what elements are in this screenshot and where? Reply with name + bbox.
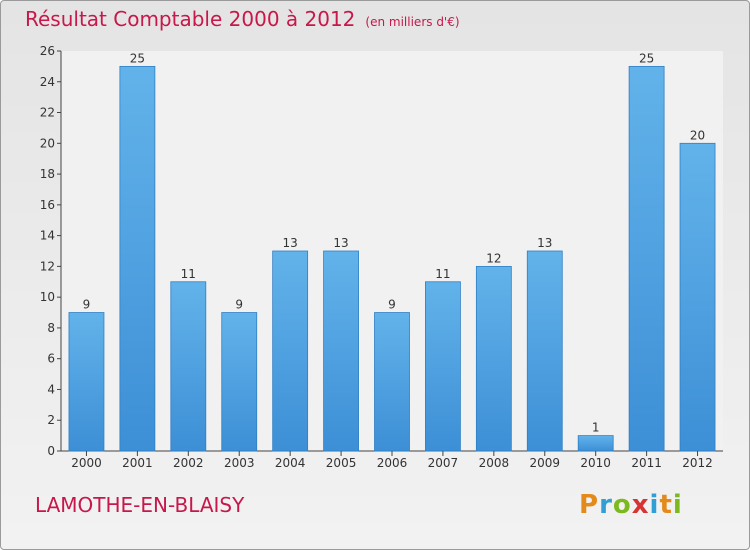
x-tick-label: 2001 [122,456,153,470]
x-tick-label: 2012 [682,456,713,470]
y-tick-label: 22 [40,106,55,120]
bar [323,250,359,452]
x-tick-label: 2004 [275,456,306,470]
y-tick-label: 16 [40,198,55,212]
logo-letter: r [599,490,613,520]
y-tick-label: 26 [40,44,55,58]
logo-letter: t [659,490,673,520]
bar [272,250,309,452]
bar [374,312,410,452]
bar [68,312,105,452]
x-tick-label: 2009 [529,456,560,470]
data-label: 1 [592,421,600,435]
bar [475,265,512,452]
bar [425,281,461,452]
location-name: LAMOTHE-EN-BLAISY [35,493,245,517]
y-tick-label: 2 [47,413,55,427]
title-block: Résultat Comptable 2000 à 2012 (en millie… [25,7,460,31]
y-tick-label: 10 [40,290,55,304]
data-label: 9 [388,298,396,312]
data-label: 13 [333,236,348,250]
logo-letter: o [612,490,632,520]
logo-letter: i [649,490,660,520]
proxiti-logo: Proxiti [579,490,683,520]
logo-letter: i [672,490,683,520]
bar [170,281,207,452]
y-tick-label: 14 [40,229,55,243]
x-tick-label: 2008 [479,456,510,470]
chart-title: Résultat Comptable 2000 à 2012 [25,7,356,31]
data-label: 20 [690,128,705,142]
data-label: 25 [639,51,654,65]
logo-letter: x [631,490,650,520]
bar [679,142,716,452]
x-tick-label: 2007 [428,456,459,470]
x-tick-label: 2002 [173,456,204,470]
bar [577,435,614,452]
bar [628,65,665,452]
y-tick-label: 18 [40,167,55,181]
y-tick-label: 0 [47,444,55,458]
bar [221,312,258,452]
data-label: 13 [283,236,298,250]
y-tick-label: 6 [47,352,55,366]
y-tick-label: 24 [40,75,55,89]
data-label: 12 [486,251,501,265]
x-tick-label: 2010 [580,456,611,470]
y-tick-label: 12 [40,259,55,273]
bar [526,250,563,452]
y-tick-label: 20 [40,136,55,150]
data-label: 11 [435,267,450,281]
x-tick-label: 2006 [377,456,408,470]
data-label: 25 [130,51,145,65]
data-label: 9 [235,298,243,312]
x-tick-label: 2000 [71,456,102,470]
data-label: 11 [181,267,196,281]
x-tick-label: 2011 [631,456,662,470]
bar [119,65,156,452]
logo-letter: P [579,490,600,520]
x-tick-label: 2003 [224,456,255,470]
data-label: 9 [83,298,91,312]
chart-subtitle: (en milliers d'€) [365,15,460,29]
y-tick-label: 8 [47,321,55,335]
data-label: 13 [537,236,552,250]
y-tick-label: 4 [47,382,55,396]
x-tick-label: 2005 [326,456,357,470]
